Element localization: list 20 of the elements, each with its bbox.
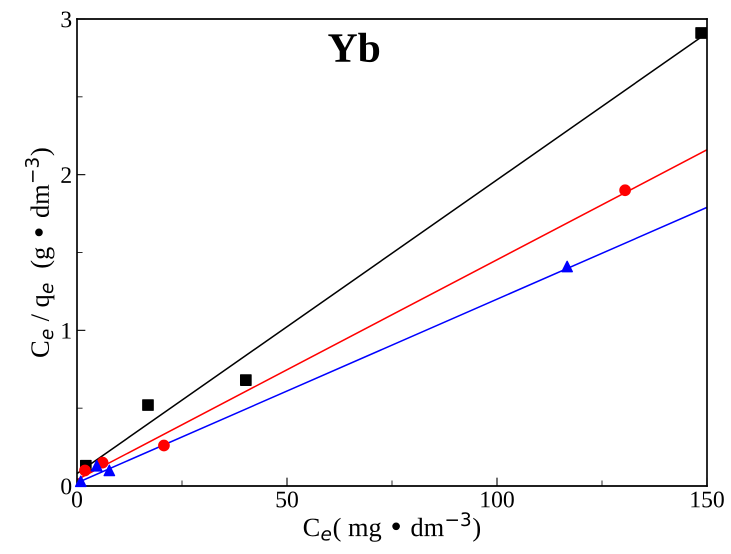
point (158, 440, 170, 452)
point (90, 460, 103, 472)
point (240, 374, 252, 386)
point (103, 464, 116, 476)
x-tick-label: 150 (691, 492, 724, 508)
x-tick-label: 0 (72, 492, 82, 508)
point (79, 464, 91, 476)
y-tick-label: 3 (61, 12, 72, 28)
point (695, 27, 707, 39)
point (619, 184, 631, 196)
x-tick-label: 50 (276, 492, 298, 508)
x-axis-title: C$_{e}$( mg • dm$^{−3}$) (304, 512, 480, 542)
y-tick-label: 2 (61, 167, 71, 183)
chart-title: Yb (328, 32, 380, 62)
y-axis-title: C$_{e}$ / q$_{e}$ (g • dm$^{−3}$) (24, 148, 54, 357)
y-tick-label: 0 (61, 478, 72, 494)
x-tick-label: 100 (481, 492, 514, 508)
point (561, 260, 573, 272)
y-tick-label: 1 (62, 322, 71, 339)
point (142, 399, 154, 411)
